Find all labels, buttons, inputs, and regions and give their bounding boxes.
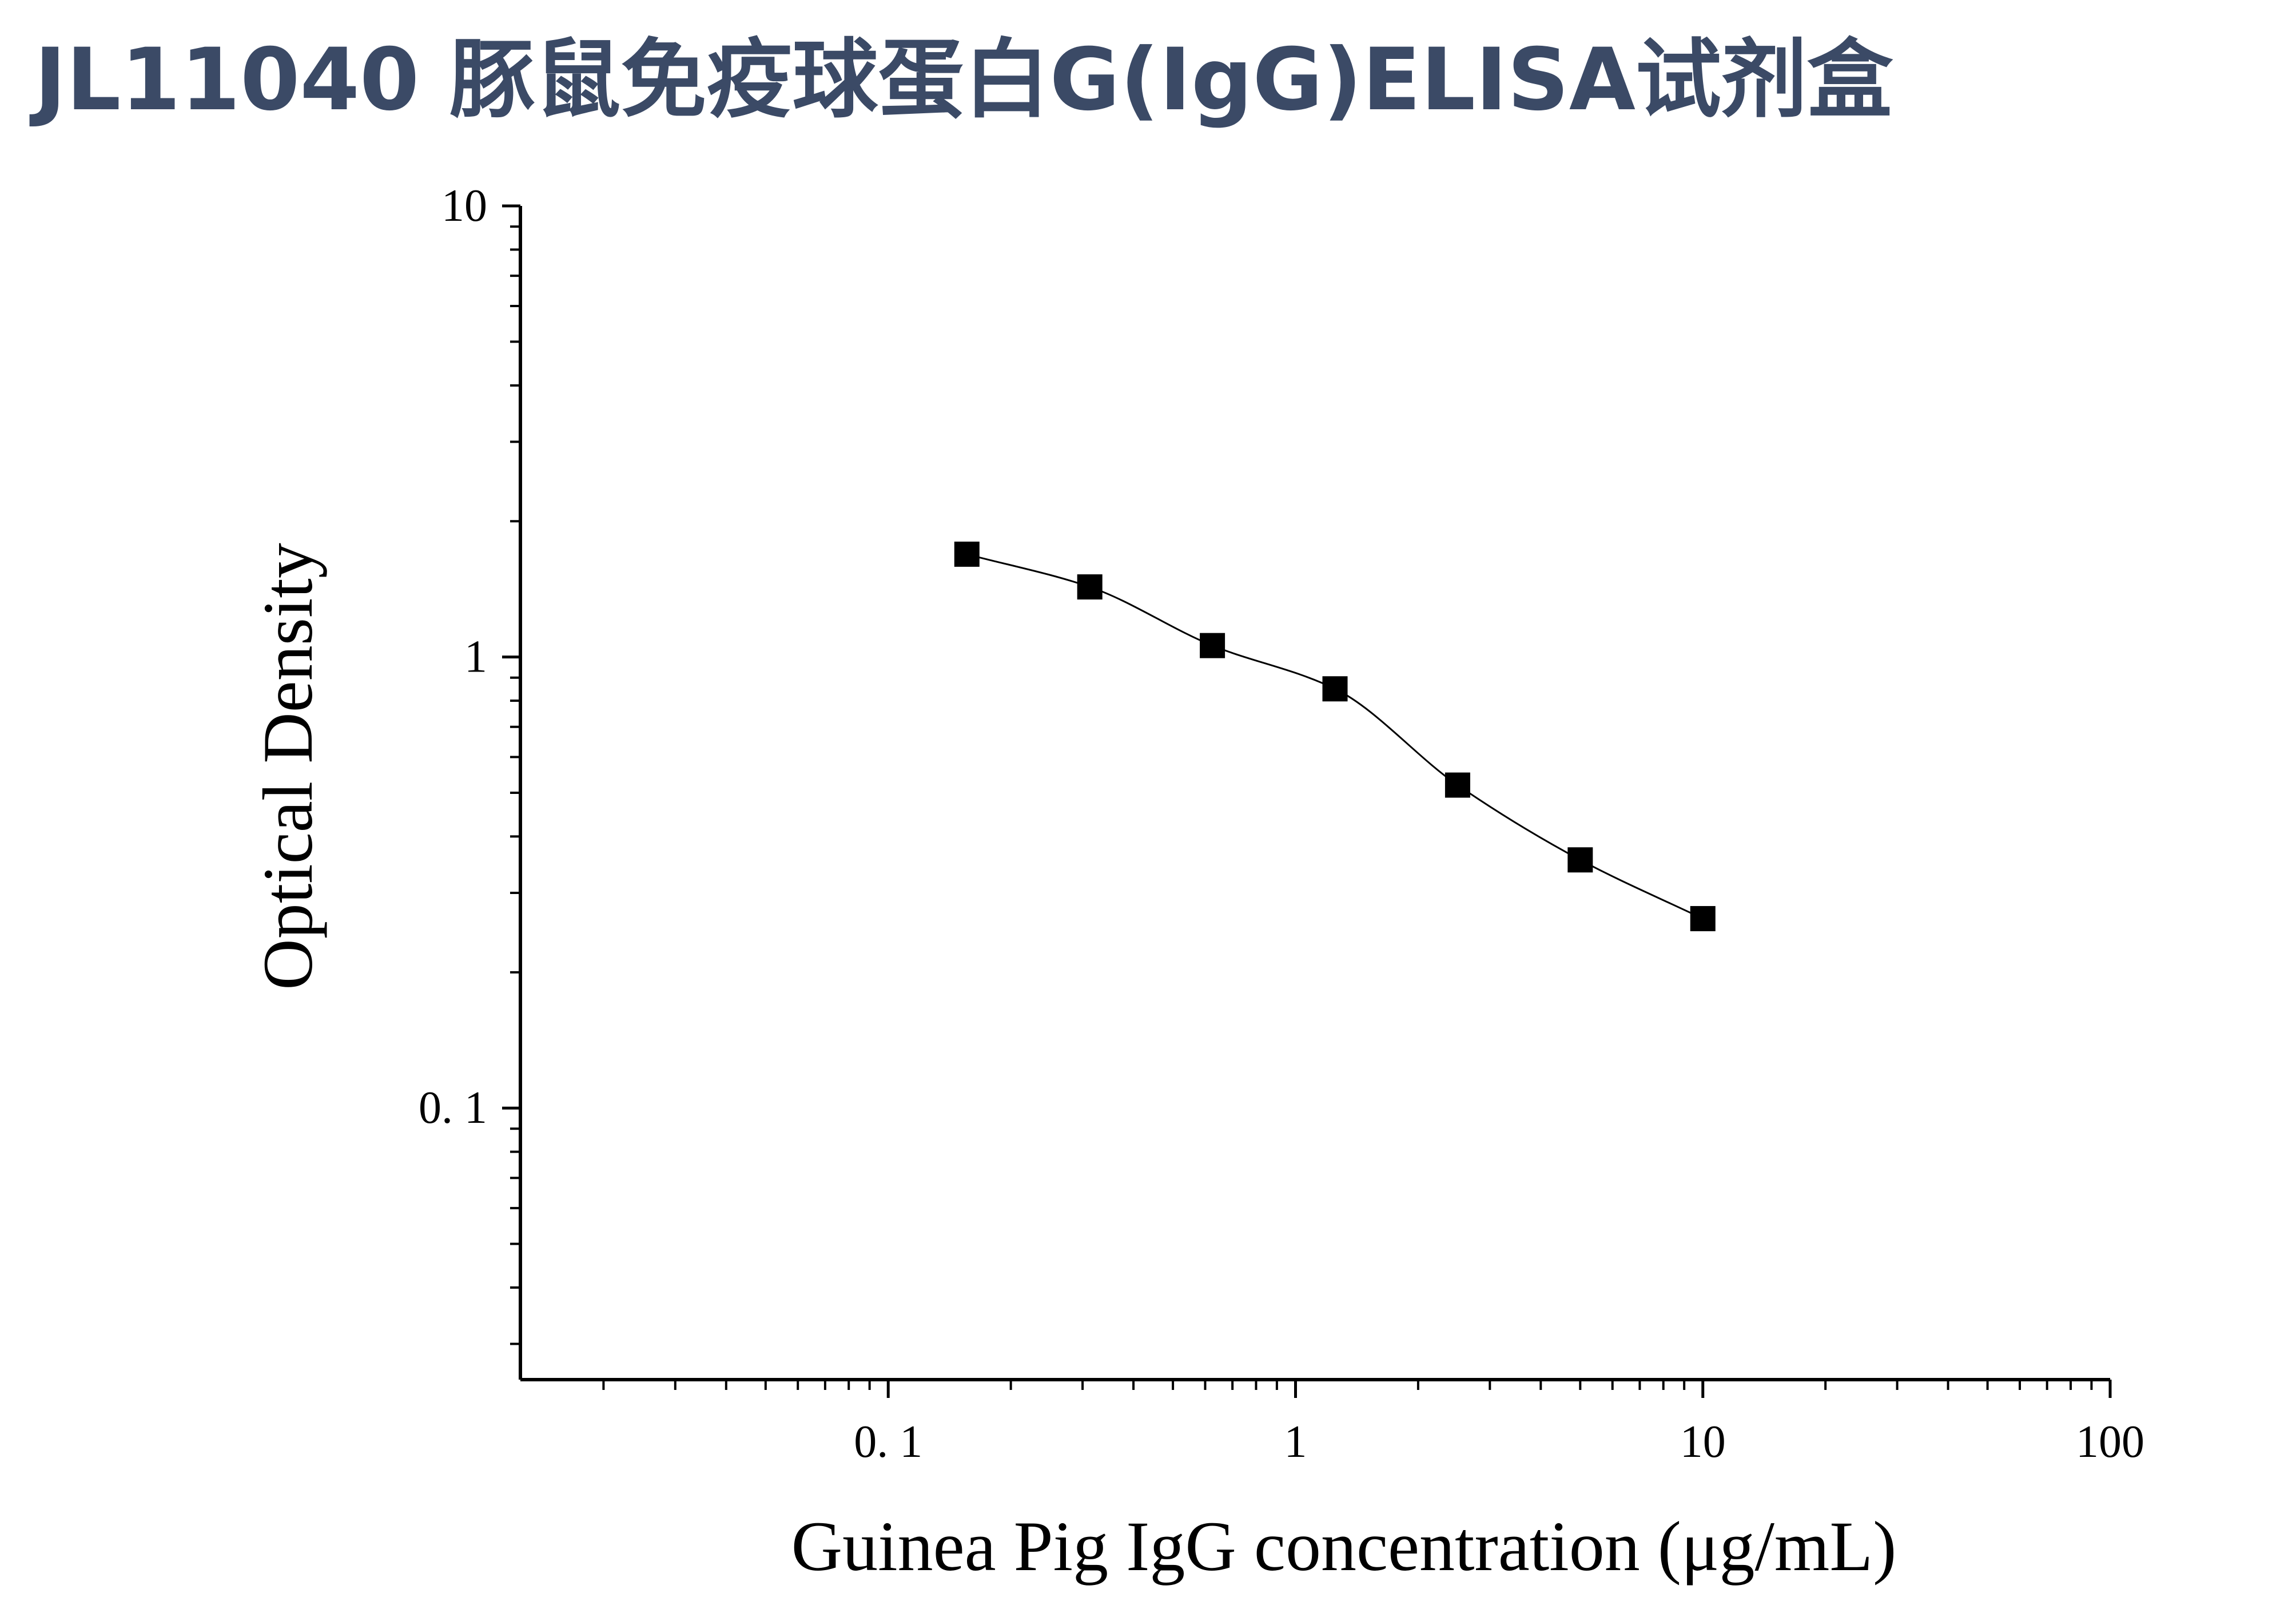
data-point-marker xyxy=(1322,676,1348,702)
data-point-marker xyxy=(1077,574,1103,600)
page-title: JL11040 豚鼠免疫球蛋白G(IgG)ELISA试剂盒 xyxy=(34,30,1893,130)
y-axis-title: Optical Density xyxy=(249,543,327,990)
x-tick-label: 1 xyxy=(1284,1417,1307,1467)
data-point-marker xyxy=(1445,772,1470,798)
y-tick-label: 1 xyxy=(464,632,487,682)
y-tick-label: 10 xyxy=(441,181,487,231)
data-point-marker xyxy=(954,541,980,567)
data-point-marker xyxy=(1200,633,1225,658)
y-tick-label: 0. 1 xyxy=(419,1083,487,1133)
x-tick-label: 100 xyxy=(2076,1417,2144,1467)
data-points xyxy=(954,541,1716,932)
x-axis-title: Guinea Pig IgG concentration (μg/mL) xyxy=(791,1507,1897,1586)
x-tick-label: 10 xyxy=(1680,1417,1726,1467)
data-point-marker xyxy=(1567,847,1593,873)
chart-axes: 0. 1 1 10 100 0. 1 1 10 xyxy=(419,181,2144,1467)
data-point-marker xyxy=(1690,906,1716,932)
x-tick-label: 0. 1 xyxy=(854,1417,922,1467)
